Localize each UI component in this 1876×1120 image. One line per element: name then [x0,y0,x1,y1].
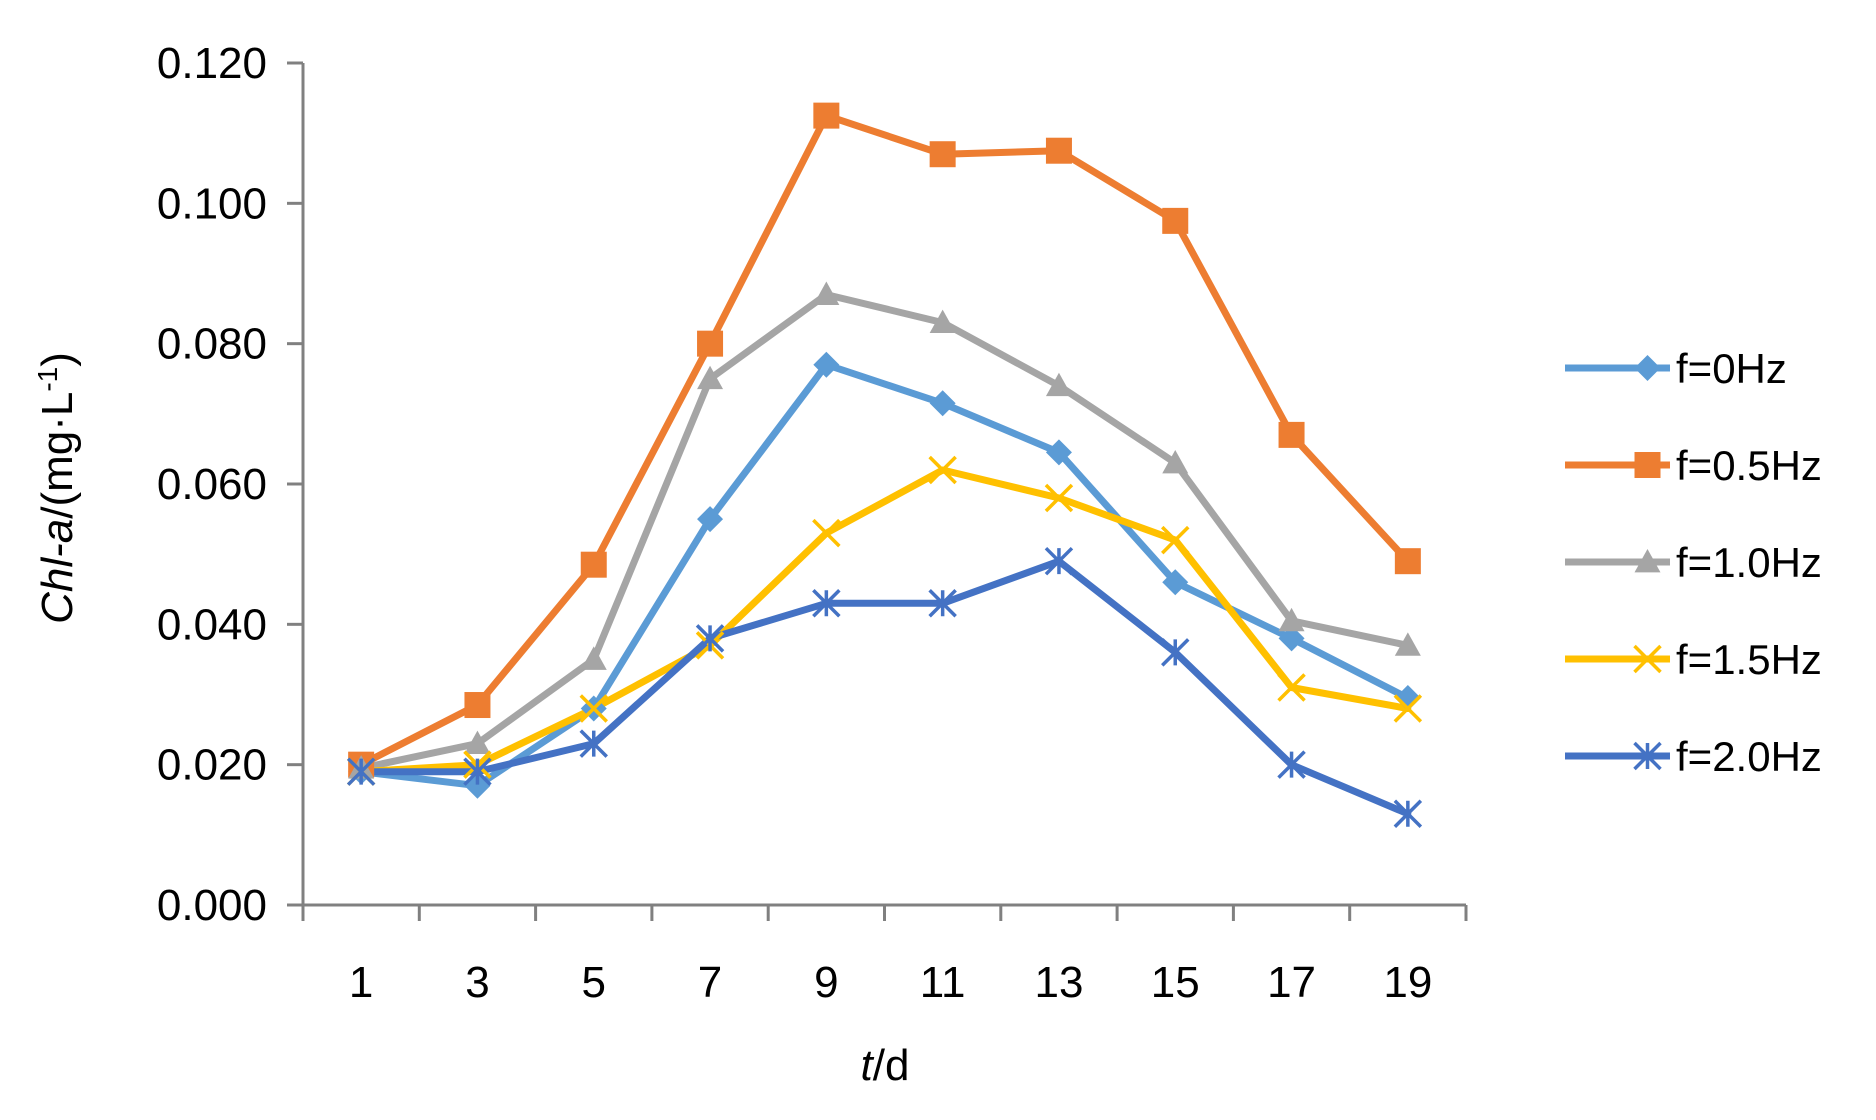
x-axis-title-unit: /d [873,1041,910,1090]
data-point [695,624,725,653]
legend-label: f=2.0Hz [1676,733,1822,780]
x-tick-label: 11 [920,958,966,1007]
data-point [812,518,841,548]
data-point [928,455,957,485]
x-tick-label: 17 [1267,958,1316,1007]
x-tick-label: 15 [1151,958,1200,1007]
data-point [1045,372,1072,397]
series-line [357,466,1412,776]
data-point [1044,483,1074,513]
x-axis-title: t/d [861,1041,910,1090]
data-point [1161,525,1190,555]
data-point [1162,207,1189,234]
y-tick-label: 0.120 [157,39,267,88]
legend-marker [1633,741,1662,771]
data-point [1277,750,1306,779]
data-point [1277,673,1306,702]
legend-label: f=1.5Hz [1676,636,1822,683]
series-line [357,291,1412,772]
series-markers [346,102,1423,829]
x-axis-title-italic: t [861,1041,875,1090]
y-tick-label: 0.060 [157,460,267,509]
legend-label: f=1.0Hz [1676,539,1822,586]
data-point [813,281,840,305]
y-tick-label: 0.080 [157,320,267,369]
legend: f=0Hz f=0.5Hz f=1.0Hz f=1.5Hz f=2.0Hz [1565,345,1822,780]
y-axis-title-sup: -1 [32,367,63,392]
y-axis-title-italic: Chl-a [33,519,82,624]
data-point [1394,685,1421,712]
legend-marker [1633,644,1662,674]
series-line [357,557,1412,818]
data-point [697,365,724,390]
series-line [357,112,1412,769]
data-point [1394,548,1421,575]
series-lines [357,112,1412,818]
y-axis-title-close: ) [33,352,82,367]
data-point [1278,607,1305,632]
x-tick-label: 5 [582,958,606,1007]
data-point [346,757,376,786]
x-tick-label: 13 [1034,958,1083,1007]
legend-marker [1634,355,1661,381]
legend-item: f=1.5Hz [1565,636,1822,683]
legend-label: f=0Hz [1676,345,1787,392]
y-tick-label: 0.020 [157,741,267,790]
data-point [1161,638,1190,667]
legend-item: f=1.0Hz [1565,539,1822,586]
x-tick-label: 19 [1383,958,1432,1007]
data-point [579,729,608,758]
data-point [579,694,608,723]
x-tick-label: 7 [698,958,722,1007]
data-point [580,551,607,578]
data-point [464,692,491,719]
y-tick-label: 0.100 [157,179,267,228]
data-point [1045,137,1072,164]
data-point [928,589,957,618]
legend-marker [1634,452,1661,478]
legend-item: f=2.0Hz [1565,733,1822,780]
data-point [1278,625,1305,652]
data-point [464,730,491,755]
data-point [813,351,840,378]
data-point [1045,439,1072,466]
data-point [463,757,492,786]
legend-marker [1634,549,1661,573]
x-tick-label: 9 [814,958,838,1007]
data-point [697,506,724,533]
x-tick-label: 3 [465,958,489,1007]
legend-item: f=0Hz [1565,345,1787,392]
data-point [580,646,607,670]
data-point [929,309,956,334]
y-axis-title-unit: /(mg·L [33,392,82,519]
data-point [697,330,724,357]
data-point [929,390,956,417]
y-tick-label: 0.040 [157,600,267,649]
data-point [1393,694,1423,723]
data-point [1278,421,1305,448]
data-point [1162,449,1189,474]
y-axis-title: Chl-a/(mg·L-1) [32,352,83,624]
y-tick-label: 0.000 [157,881,267,930]
data-point [1394,632,1421,656]
data-point [812,589,841,618]
data-point [1162,569,1189,596]
data-point [929,141,956,168]
x-tick-label: 1 [349,958,373,1007]
legend-label: f=0.5Hz [1676,442,1822,489]
data-point [813,102,840,129]
data-point [1044,546,1074,576]
legend-item: f=0.5Hz [1565,442,1822,489]
data-point [1393,799,1423,829]
